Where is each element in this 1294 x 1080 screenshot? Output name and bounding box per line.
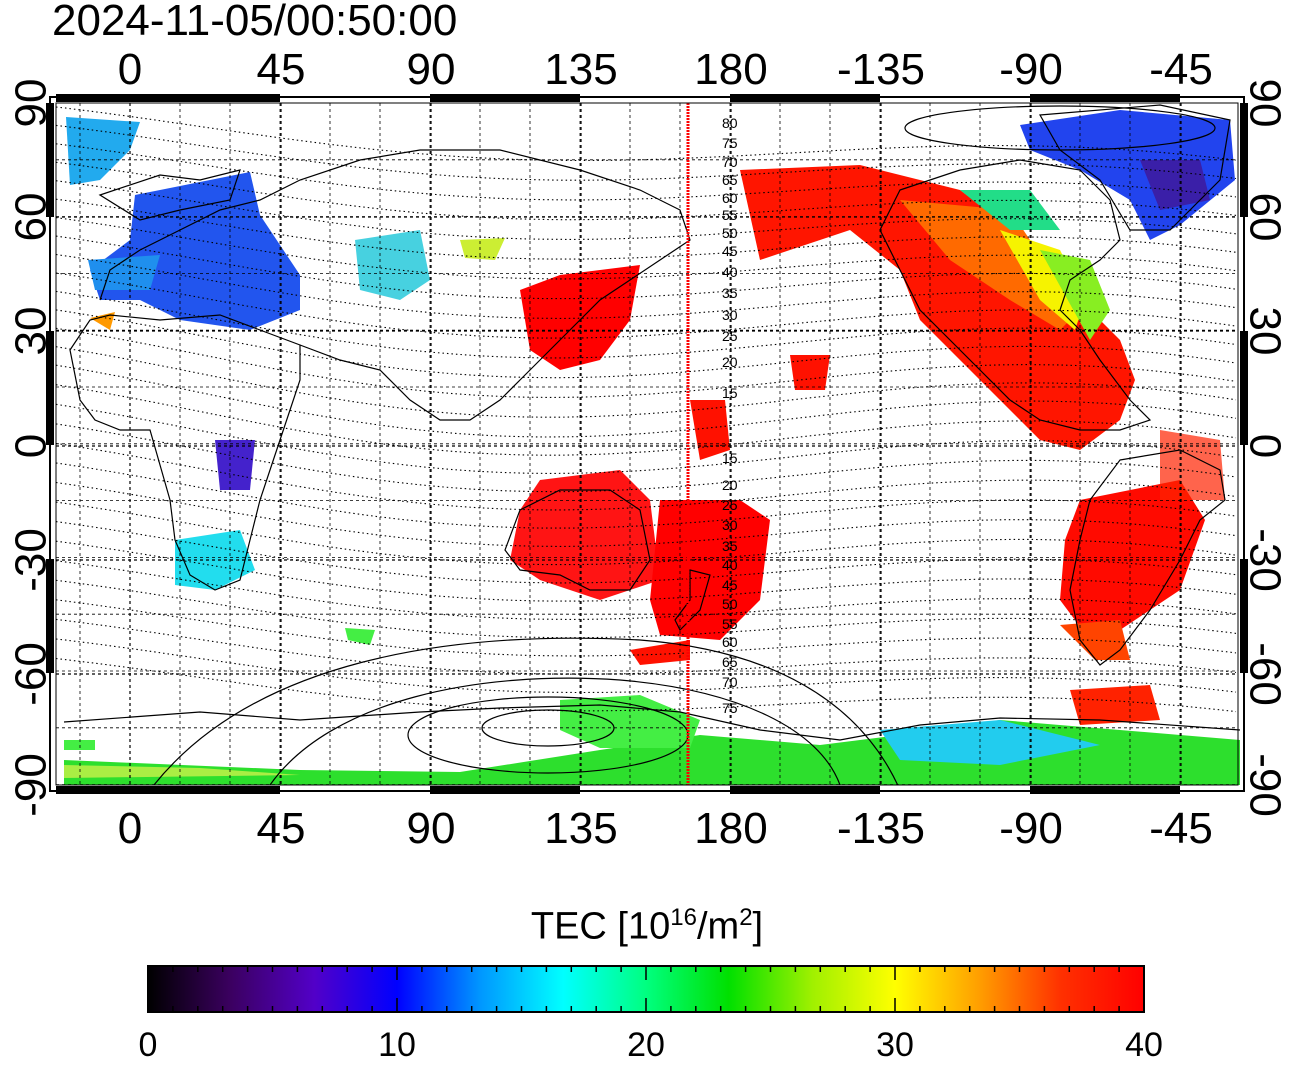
contour-label: 65 xyxy=(722,654,738,670)
solid-contours xyxy=(153,105,1216,785)
left-latitude-labels: 90 60 30 0 -30 -60 -90 xyxy=(7,79,56,817)
contour-label: 70 xyxy=(722,154,738,170)
contour-label: 35 xyxy=(722,538,738,554)
right-lat-label: -30 xyxy=(1240,528,1289,592)
left-lat-label: -90 xyxy=(7,753,56,817)
contour-label: 45 xyxy=(722,577,738,593)
colorbar-title: TEC [1016/m2] xyxy=(0,904,1294,949)
right-lat-label: -90 xyxy=(1240,753,1289,817)
top-longitude-labels: 0 45 90 135 180 -135 -90 -45 xyxy=(118,45,1213,94)
colorbar-title-exp2: 2 xyxy=(739,904,753,931)
right-lat-label: 90 xyxy=(1240,79,1289,128)
axis-bars xyxy=(46,94,1248,794)
contour-label: 50 xyxy=(722,225,738,241)
colorbar-tick-label: 20 xyxy=(627,1026,665,1064)
colorbar-tick-label: 0 xyxy=(139,1026,158,1064)
bottom-lon-label: 0 xyxy=(118,804,142,853)
bottom-lon-label: 135 xyxy=(544,804,617,853)
left-lat-label: 30 xyxy=(7,307,56,356)
colorbar-tick-label: 30 xyxy=(876,1026,914,1064)
left-lat-label: 60 xyxy=(7,193,56,242)
contour-label: 20 xyxy=(722,477,738,493)
top-lon-label: -45 xyxy=(1149,45,1213,94)
contour-label: 30 xyxy=(722,517,738,533)
bottom-lon-label: 90 xyxy=(407,804,456,853)
contour-label: 15 xyxy=(722,385,738,401)
top-lon-label: -90 xyxy=(999,45,1063,94)
colorbar-tick-label: 40 xyxy=(1125,1026,1163,1064)
top-lon-label: 0 xyxy=(118,45,142,94)
contour-label: 20 xyxy=(722,354,738,370)
timestamp: 2024-11-05/00:50:00 xyxy=(52,0,458,45)
right-latitude-labels: 90 60 30 0 -30 -60 -90 xyxy=(1240,79,1289,817)
left-lat-label: 0 xyxy=(7,434,56,458)
right-lat-label: -60 xyxy=(1240,642,1289,706)
contour-label: 60 xyxy=(722,634,738,650)
colorbar-tick-labels: 0 10 20 30 40 xyxy=(139,1026,1163,1064)
top-lon-label: 45 xyxy=(257,45,306,94)
colorbar: 0 10 20 30 40 xyxy=(139,965,1163,1064)
contour-label: 70 xyxy=(722,674,738,690)
left-lat-label: -30 xyxy=(7,528,56,592)
contour-label: 55 xyxy=(722,616,738,632)
contour-label: 30 xyxy=(722,307,738,323)
bottom-longitude-labels: 0 45 90 135 180 -135 -90 -45 xyxy=(118,804,1213,853)
top-lon-label: 90 xyxy=(407,45,456,94)
top-lon-label: -135 xyxy=(837,45,925,94)
colorbar-title-unit: /m xyxy=(696,905,740,948)
tec-data-overlay xyxy=(64,110,1240,785)
right-lat-label: 30 xyxy=(1240,307,1289,356)
contour-labels: 8075706560555045403530252015152025303540… xyxy=(722,115,738,716)
contour-label: 55 xyxy=(722,207,738,223)
bottom-lon-label: 180 xyxy=(694,804,767,853)
contour-label: 60 xyxy=(722,190,738,206)
colorbar-title-main: TEC [10 xyxy=(530,905,671,948)
bottom-lon-label: -135 xyxy=(837,804,925,853)
contour-label: 65 xyxy=(722,172,738,188)
contour-label: 75 xyxy=(722,135,738,151)
bottom-lon-label: -45 xyxy=(1149,804,1213,853)
contour-label: 40 xyxy=(722,557,738,573)
contour-label: 80 xyxy=(722,115,738,131)
magnetic-latitude-contours xyxy=(55,106,1237,713)
contour-label: 50 xyxy=(722,596,738,612)
contour-label: 25 xyxy=(722,328,738,344)
colorbar-ticks xyxy=(172,966,1120,1012)
left-lat-label: 90 xyxy=(7,79,56,128)
right-lat-label: 60 xyxy=(1240,193,1289,242)
contour-label: 75 xyxy=(722,700,738,716)
contour-label: 15 xyxy=(722,450,738,466)
contour-label: 35 xyxy=(722,285,738,301)
top-lon-label: 180 xyxy=(694,45,767,94)
colorbar-title-exp: 16 xyxy=(670,904,697,931)
bottom-lon-label: 45 xyxy=(257,804,306,853)
tec-map: 8075706560555045403530252015152025303540… xyxy=(7,45,1290,853)
contour-label: 40 xyxy=(722,264,738,280)
colorbar-title-end: ] xyxy=(752,905,764,948)
contour-label: 25 xyxy=(722,497,738,513)
left-lat-label: -60 xyxy=(7,642,56,706)
colorbar-tick-label: 10 xyxy=(378,1026,416,1064)
top-lon-label: 135 xyxy=(544,45,617,94)
plot-inner-frame xyxy=(55,102,1239,786)
contour-label: 45 xyxy=(722,243,738,259)
right-lat-label: 0 xyxy=(1240,434,1289,458)
bottom-lon-label: -90 xyxy=(999,804,1063,853)
